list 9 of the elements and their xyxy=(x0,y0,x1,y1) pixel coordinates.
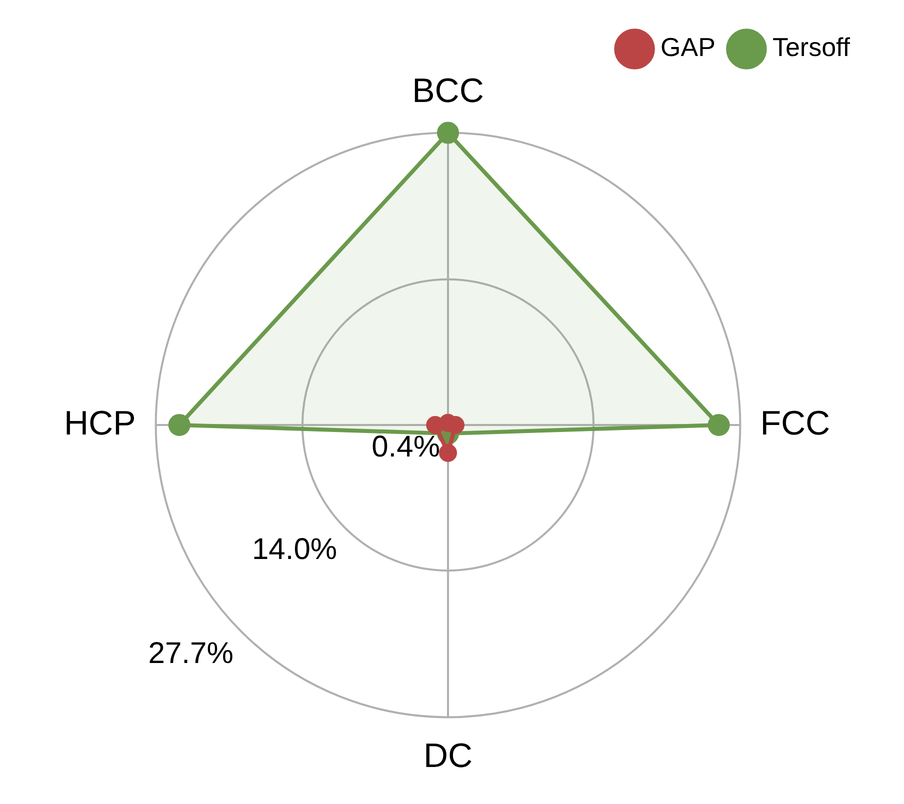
spoke-label: DC xyxy=(423,736,473,775)
spoke-label: FCC xyxy=(760,404,830,442)
y-tick-label: 14.0% xyxy=(252,533,338,566)
spoke-label: HCP xyxy=(64,404,136,442)
legend-label: GAP xyxy=(660,32,716,62)
legend-label: Tersoff xyxy=(772,32,851,62)
y-tick-label: 0.4% xyxy=(372,430,440,464)
spoke-label: BCC xyxy=(412,72,484,110)
y-tick-label: 27.7% xyxy=(148,636,234,670)
